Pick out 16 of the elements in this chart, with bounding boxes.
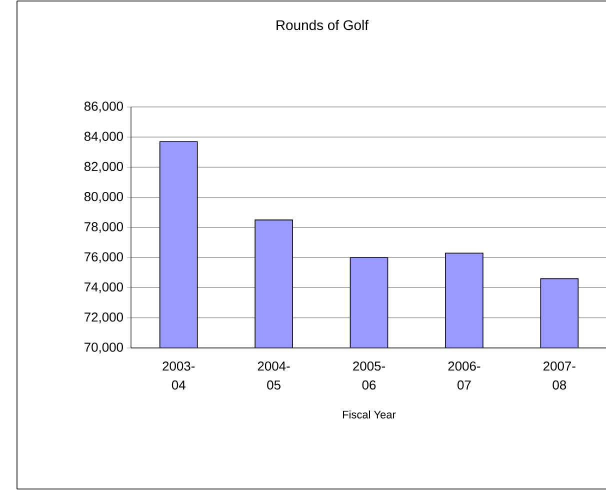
y-tick-label: 78,000 (84, 222, 123, 233)
x-tick-label: 2003-04 (162, 362, 195, 390)
y-tick-label: 86,000 (84, 102, 123, 112)
x-axis-title: Fiscal Year (343, 410, 396, 418)
x-tick-label: 2004-05 (258, 362, 290, 390)
y-tick-label: 72,000 (84, 312, 123, 324)
chart-title: Rounds of Golf (276, 20, 369, 30)
x-tick-label: 2007-08 (544, 362, 576, 390)
y-tick-label: 84,000 (84, 132, 123, 142)
y-tick-label: 82,000 (84, 162, 123, 173)
x-tick-label: 2005-06 (353, 362, 385, 390)
y-tick-label: 74,000 (84, 282, 123, 294)
y-tick-label: 80,000 (84, 192, 123, 203)
y-tick-label: 76,000 (84, 252, 123, 263)
x-tick-label: 2006-07 (448, 362, 480, 390)
y-tick-label: 70,000 (84, 342, 123, 354)
